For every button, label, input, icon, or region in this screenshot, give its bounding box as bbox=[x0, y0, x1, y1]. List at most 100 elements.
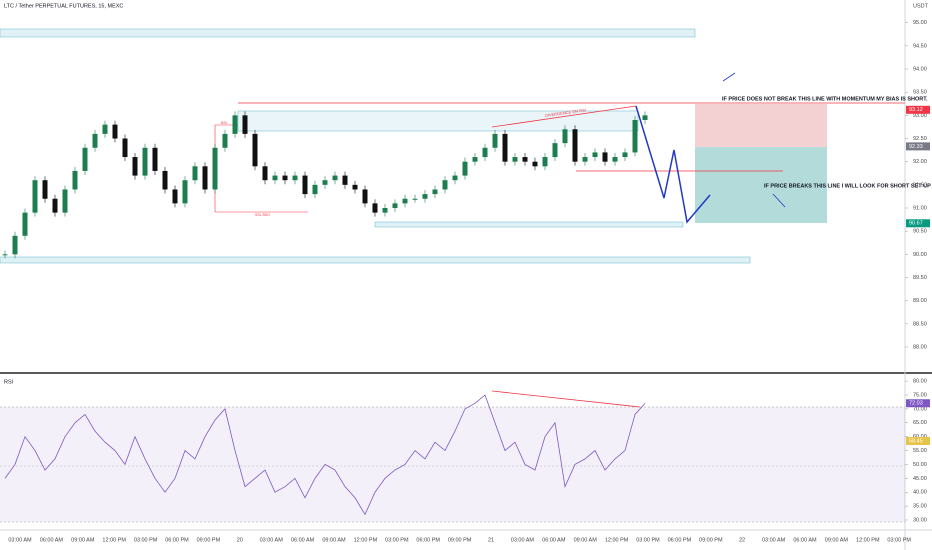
candle bbox=[422, 194, 428, 199]
candle bbox=[12, 235, 18, 255]
y-tick-label: 35.00 bbox=[913, 504, 927, 510]
candle bbox=[382, 208, 388, 213]
candle bbox=[452, 175, 458, 181]
rsi-band bbox=[0, 407, 905, 522]
currency: USDT bbox=[913, 3, 929, 9]
candle bbox=[352, 184, 358, 190]
y-tick-label: 88.00 bbox=[913, 344, 927, 350]
y-tick-label: 95.00 bbox=[913, 20, 927, 26]
projection-path bbox=[635, 105, 711, 224]
y-tick-label: 93.50 bbox=[913, 90, 927, 96]
candle bbox=[272, 175, 278, 181]
x-tick-label: 06:00 AM bbox=[291, 537, 315, 543]
rsi-title: RSI bbox=[4, 379, 14, 385]
candle bbox=[532, 161, 538, 167]
x-tick-label: 03:00 PM bbox=[887, 537, 911, 543]
y-tick-label: 88.50 bbox=[913, 321, 927, 327]
candle bbox=[102, 124, 108, 134]
x-tick-label: 12:00 PM bbox=[856, 537, 880, 543]
candle bbox=[22, 212, 28, 236]
x-tick-label: 03:00 AM bbox=[762, 537, 786, 543]
candle bbox=[482, 147, 488, 158]
arrow bbox=[772, 193, 786, 208]
arrow bbox=[722, 72, 736, 82]
y-tick-label: 50.00 bbox=[913, 462, 927, 468]
price-tag-label: 92.33 bbox=[909, 144, 923, 150]
candle bbox=[222, 133, 228, 148]
y-tick-label: 90.50 bbox=[913, 229, 927, 235]
price-tag-label: 90.67 bbox=[909, 221, 923, 227]
y-tick-label: 92.00 bbox=[913, 159, 927, 165]
candle bbox=[472, 157, 478, 162]
price-tag bbox=[906, 142, 930, 151]
x-tick-label: 09:00 AM bbox=[71, 537, 95, 543]
y-tick-label: 40.00 bbox=[913, 490, 927, 496]
x-tick-label: 06:00 PM bbox=[416, 537, 440, 543]
candle bbox=[612, 157, 618, 162]
candle bbox=[492, 133, 498, 148]
x-tick-label: 12:00 PM bbox=[605, 537, 629, 543]
y-tick-label: 91.00 bbox=[913, 205, 927, 211]
x-tick-label: 09:00 AM bbox=[574, 537, 598, 543]
annotation: SSL BSO bbox=[255, 213, 270, 217]
candle bbox=[142, 147, 148, 176]
candle bbox=[72, 170, 78, 190]
candle bbox=[322, 180, 328, 185]
price-tag bbox=[906, 399, 930, 408]
price-tag bbox=[906, 436, 930, 445]
candle bbox=[542, 157, 548, 167]
candle bbox=[512, 157, 518, 162]
x-tick-label: 12:00 PM bbox=[354, 537, 378, 543]
x-tick-label: 06:00 AM bbox=[793, 537, 817, 543]
x-tick-label: 03:00 PM bbox=[134, 537, 158, 543]
y-tick-label: 70.00 bbox=[913, 406, 927, 412]
y-tick-label: 30.00 bbox=[913, 517, 927, 523]
annotation: IF PRICE BREAKS THIS LINE I WILL LOOK FO… bbox=[764, 183, 931, 189]
candle bbox=[622, 152, 628, 158]
price-tag bbox=[906, 219, 930, 228]
x-tick-label: 09:00 PM bbox=[699, 537, 723, 543]
y-tick-label: 94.00 bbox=[913, 66, 927, 72]
candle bbox=[602, 152, 608, 162]
y-tick-label: 90.00 bbox=[913, 252, 927, 258]
y-tick-label: 93.00 bbox=[913, 113, 927, 119]
y-tick-label: 65.00 bbox=[913, 420, 927, 426]
rsi-line bbox=[4, 394, 646, 516]
price-tag-label: 72.03 bbox=[909, 401, 923, 407]
candle bbox=[262, 166, 268, 181]
candle bbox=[112, 124, 118, 139]
zone bbox=[374, 221, 684, 228]
y-tick-label: 94.50 bbox=[913, 43, 927, 49]
y-tick-label: 89.00 bbox=[913, 298, 927, 304]
y-tick-label: 45.00 bbox=[913, 476, 927, 482]
candle bbox=[122, 138, 128, 158]
x-tick-label: 06:00 PM bbox=[668, 537, 692, 543]
x-tick-label: 06:00 AM bbox=[542, 537, 566, 543]
annotation: DIVERGENCE ON RSI bbox=[545, 107, 587, 118]
candle bbox=[252, 133, 258, 167]
candle bbox=[42, 180, 48, 199]
candle bbox=[342, 175, 348, 185]
x-tick-label: 09:00 PM bbox=[448, 537, 472, 543]
x-tick-label: 09:00 AM bbox=[825, 537, 849, 543]
x-tick-label: 03:00 AM bbox=[260, 537, 284, 543]
candle bbox=[302, 175, 308, 195]
candle bbox=[552, 143, 558, 158]
x-tick-label: 03:00 AM bbox=[8, 537, 32, 543]
zone bbox=[237, 110, 639, 132]
candle bbox=[132, 157, 138, 176]
y-tick-label: 91.50 bbox=[913, 182, 927, 188]
candle bbox=[332, 175, 338, 181]
candle bbox=[442, 180, 448, 190]
price-tag-label: 58.45 bbox=[909, 438, 923, 444]
candle bbox=[412, 198, 418, 200]
candle bbox=[432, 189, 438, 195]
candle bbox=[92, 133, 98, 148]
annotation: IF PRICE DOES NOT BREAK THIS LINE WITH M… bbox=[722, 96, 928, 102]
y-tick-label: 80.00 bbox=[913, 379, 927, 385]
candle bbox=[522, 157, 528, 162]
candle bbox=[162, 170, 168, 190]
candle bbox=[242, 115, 248, 134]
candle bbox=[82, 147, 88, 171]
candle bbox=[212, 147, 218, 190]
